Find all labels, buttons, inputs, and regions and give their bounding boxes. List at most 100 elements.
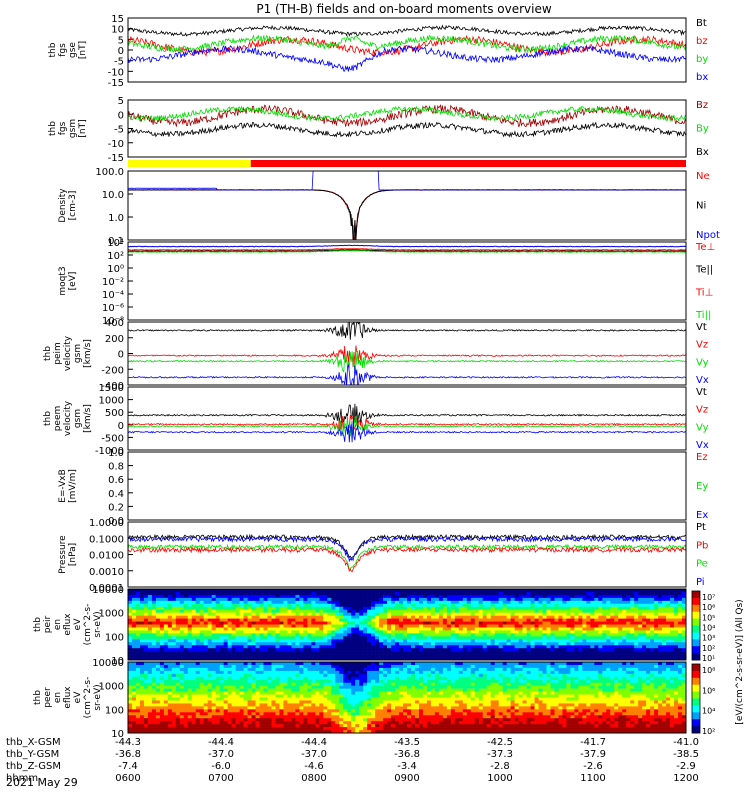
heatmap-cell — [239, 603, 244, 608]
heatmap-cell — [239, 636, 244, 640]
heatmap-cell — [510, 645, 515, 649]
heatmap-cell — [223, 688, 228, 692]
heatmap-cell — [179, 682, 185, 686]
heatmap-cell — [407, 630, 412, 634]
heatmap-cell — [215, 718, 220, 722]
heatmap-cell — [319, 639, 324, 643]
heatmap-cell — [646, 612, 651, 616]
heatmap-cell — [347, 721, 352, 725]
heatmap-cell — [654, 630, 659, 634]
heatmap-cell — [179, 589, 185, 593]
heatmap-cell — [323, 709, 328, 713]
heatmap-cell — [187, 727, 193, 731]
heatmap-cell — [175, 727, 181, 731]
heatmap-cell — [139, 727, 145, 731]
heatmap-cell — [502, 603, 507, 608]
heatmap-cell — [147, 603, 153, 608]
heatmap-cell — [128, 597, 133, 602]
heatmap-cell — [151, 715, 157, 719]
heatmap-cell — [446, 651, 452, 655]
heatmap-cell — [654, 627, 659, 631]
heatmap-cell — [422, 612, 428, 616]
heatmap-cell — [339, 591, 344, 596]
heatmap-cell — [594, 645, 599, 649]
heatmap-cell — [271, 597, 276, 602]
heatmap-cell — [602, 618, 607, 622]
heatmap-cell — [351, 627, 356, 631]
ylabel-line: en — [53, 619, 63, 630]
heatmap-cell — [586, 627, 591, 631]
heatmap-cell — [578, 657, 583, 661]
heatmap-cell — [163, 706, 169, 710]
heatmap-cell — [658, 597, 663, 602]
heatmap-cell — [235, 697, 240, 701]
heatmap-cell — [355, 627, 360, 631]
heatmap-cell — [610, 591, 615, 596]
heatmap-cell — [195, 718, 201, 722]
heatmap-cell — [191, 682, 197, 686]
heatmap-cell — [191, 618, 197, 622]
heatmap-cell — [562, 630, 567, 634]
heatmap-cell — [128, 730, 133, 734]
heatmap-cell — [307, 691, 312, 695]
heatmap-cell — [414, 612, 420, 616]
heatmap-cell — [323, 633, 328, 637]
heatmap-cell — [203, 589, 209, 593]
heatmap-cell — [279, 627, 284, 631]
heatmap-cell — [259, 685, 264, 689]
heatmap-cell — [231, 630, 236, 634]
heatmap-cell — [446, 633, 452, 637]
heatmap-cell — [235, 648, 240, 652]
heatmap-cell — [231, 657, 236, 661]
heatmap-cell — [502, 651, 507, 655]
heatmap-cell — [494, 615, 499, 619]
heatmap-cell — [490, 615, 495, 619]
heatmap-cell — [163, 636, 169, 640]
heatmap-cell — [510, 621, 515, 625]
heatmap-cell — [271, 697, 276, 701]
heatmap-cell — [458, 645, 464, 649]
heatmap-cell — [311, 694, 316, 698]
heatmap-cell — [574, 657, 579, 661]
heatmap-cell — [586, 645, 591, 649]
heatmap-cell — [478, 648, 484, 652]
heatmap-cell — [287, 639, 292, 643]
heatmap-cell — [522, 639, 527, 643]
heatmap-cell — [279, 630, 284, 634]
heatmap-cell — [187, 591, 193, 596]
heatmap-cell — [207, 639, 212, 643]
heatmap-cell — [351, 642, 356, 646]
heatmap-cell — [219, 718, 224, 722]
heatmap-cell — [682, 603, 687, 608]
heatmap-cell — [387, 627, 392, 631]
heatmap-cell — [454, 651, 460, 655]
heatmap-cell — [339, 718, 344, 722]
heatmap-cell — [287, 591, 292, 596]
heatmap-cell — [323, 664, 328, 669]
heatmap-cell — [191, 591, 197, 596]
heatmap-cell — [291, 618, 296, 622]
heatmap-cell — [367, 597, 372, 602]
heatmap-cell — [590, 618, 595, 622]
heatmap-cell — [339, 589, 344, 593]
heatmap-cell — [347, 591, 352, 596]
heatmap-cell — [323, 703, 328, 707]
heatmap-cell — [554, 624, 559, 628]
heatmap-cell — [171, 673, 177, 678]
heatmap-cell — [414, 594, 420, 599]
heatmap-cell — [506, 651, 511, 655]
heatmap-cell — [494, 609, 499, 613]
heatmap-cell — [227, 700, 232, 704]
heatmap-cell — [299, 618, 304, 622]
heatmap-cell — [586, 642, 591, 646]
heatmap-cell — [518, 600, 523, 605]
heatmap-cell — [323, 642, 328, 646]
heatmap-cell — [403, 636, 408, 640]
heatmap-cell — [446, 589, 452, 593]
heatmap-cell — [418, 630, 424, 634]
heatmap-cell — [287, 651, 292, 655]
heatmap-cell — [243, 609, 248, 613]
heatmap-cell — [339, 624, 344, 628]
heatmap-cell — [450, 651, 456, 655]
